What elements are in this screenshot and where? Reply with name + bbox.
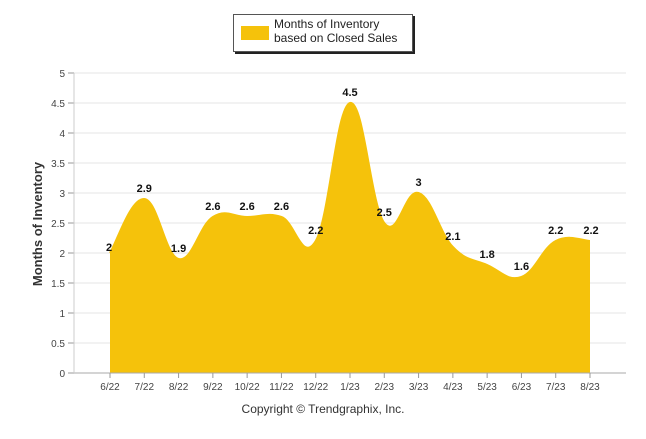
series-area-fill (110, 102, 590, 373)
series-area (109, 102, 591, 373)
y-tick-label: 4 (59, 129, 65, 140)
y-tick-label: 4.5 (51, 99, 65, 110)
y-tick-label: 0 (59, 369, 65, 380)
data-labels: 2 2.9 1.9 2.6 2.6 2.6 2.2 4.5 2.5 3 2.1 1.8 1.6 2.2 2.… (106, 87, 599, 273)
x-tick-label: 7/23 (546, 382, 566, 393)
x-tick-label: 12/22 (303, 382, 328, 393)
legend-swatch (241, 26, 269, 40)
x-tick-label: 6/23 (512, 382, 532, 393)
data-label: 2.6 (239, 201, 254, 213)
data-label: 2.2 (548, 225, 563, 237)
data-label: 2.9 (137, 183, 152, 195)
data-label: 2.2 (308, 225, 323, 237)
data-label: 4.5 (342, 87, 357, 99)
legend: Months of Inventory based on Closed Sale… (233, 14, 413, 52)
x-tick-label: 8/22 (169, 382, 189, 393)
data-label: 3 (416, 177, 422, 189)
x-tick-labels: 6/22 7/22 8/22 9/22 10/22 11/22 12/22 1/23 2/23 3… (100, 382, 600, 393)
data-label: 2.6 (205, 201, 220, 213)
data-label: 2.6 (274, 201, 289, 213)
y-tick-label: 0.5 (51, 339, 65, 350)
x-tick-label: 9/22 (203, 382, 223, 393)
data-label: 1.9 (171, 243, 186, 255)
legend-label: Months of Inventory based on Closed Sale… (274, 17, 398, 45)
x-tick-label: 8/23 (580, 382, 600, 393)
series-line (109, 102, 591, 280)
y-tick-label: 1.5 (51, 279, 65, 290)
x-tick-label: 10/22 (235, 382, 260, 393)
data-label: 1.6 (514, 261, 529, 273)
x-tick-label: 7/22 (135, 382, 155, 393)
x-tick-label: 11/22 (269, 382, 294, 393)
copyright-text: Copyright © Trendgraphix, Inc. (241, 402, 405, 416)
y-tick-label: 1 (59, 309, 65, 320)
x-tick-label: 6/22 (100, 382, 120, 393)
y-tick-label: 5 (59, 69, 65, 80)
y-tick-label: 2 (59, 249, 65, 260)
y-tick-label: 3 (59, 189, 65, 200)
data-label: 2.1 (445, 231, 460, 243)
x-tick-label: 2/23 (375, 382, 395, 393)
y-axis-title: Months of Inventory (30, 161, 45, 286)
data-label: 2 (106, 242, 112, 254)
data-label: 2.2 (583, 225, 598, 237)
x-tick-label: 3/23 (409, 382, 429, 393)
data-label: 1.8 (479, 249, 494, 261)
x-tick-label: 5/23 (477, 382, 497, 393)
y-tick-label: 2.5 (51, 219, 65, 230)
data-label: 2.5 (377, 207, 392, 219)
x-tick-label: 4/23 (443, 382, 463, 393)
axes (73, 73, 626, 378)
x-tick-label: 1/23 (340, 382, 360, 393)
y-tick-label: 3.5 (51, 159, 65, 170)
y-tick-labels: 0 0.5 1 1.5 2 2.5 3 3.5 4 4.5 5 (51, 69, 65, 380)
